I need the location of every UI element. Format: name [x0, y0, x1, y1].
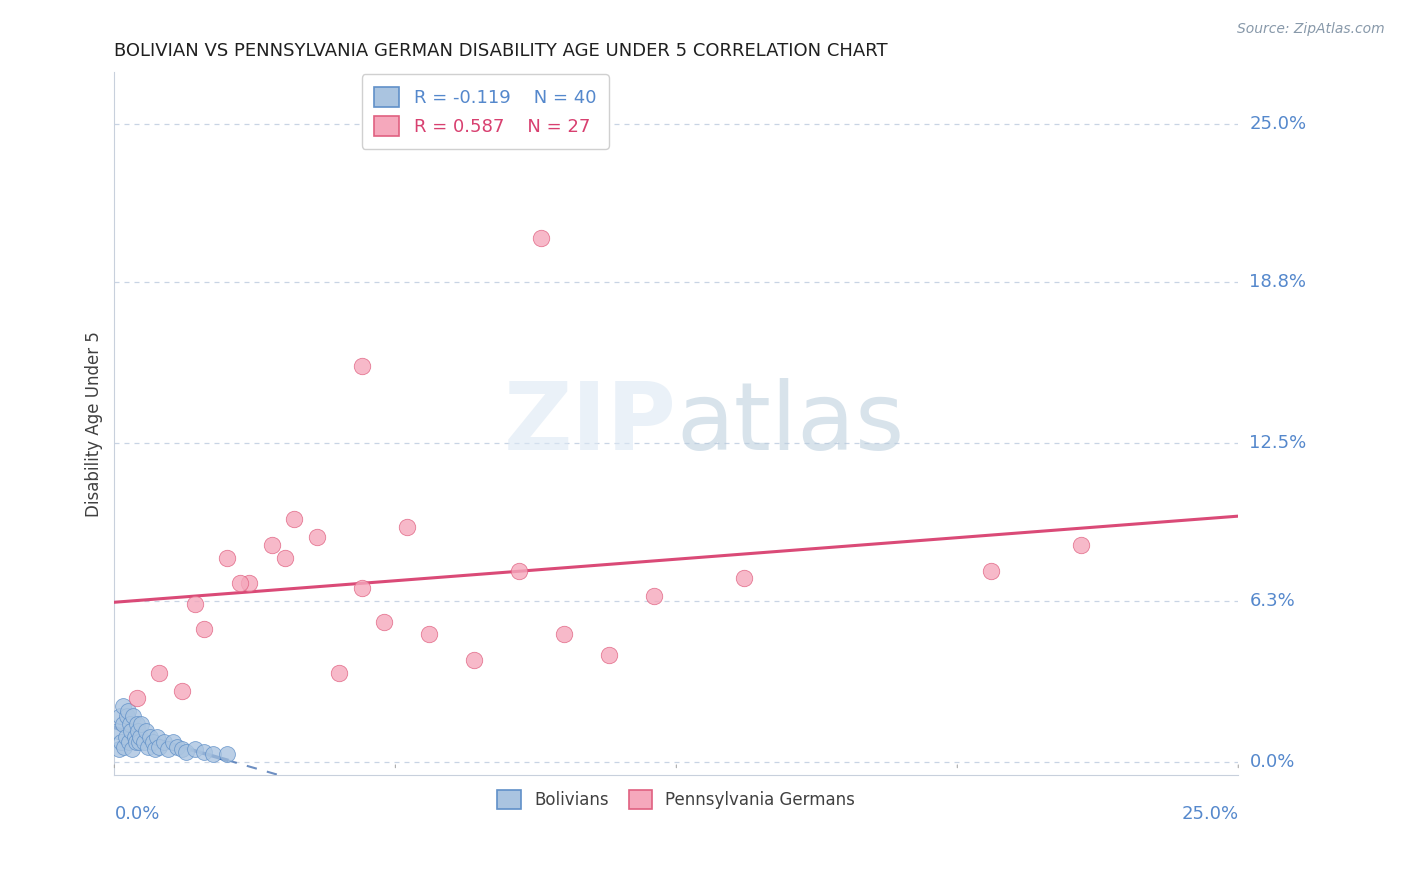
Point: [598, 648, 620, 662]
Point: [128, 735, 150, 749]
Point: [373, 615, 395, 629]
Point: [553, 627, 575, 641]
Text: 6.3%: 6.3%: [1250, 592, 1295, 610]
Point: [112, 716, 135, 731]
Point: [136, 739, 159, 754]
Point: [157, 742, 180, 756]
Point: [350, 359, 373, 374]
Point: [129, 730, 152, 744]
Point: [184, 742, 207, 756]
Text: Source: ZipAtlas.com: Source: ZipAtlas.com: [1237, 22, 1385, 37]
Point: [120, 716, 142, 731]
Point: [135, 724, 157, 739]
Point: [121, 742, 143, 756]
Point: [395, 520, 418, 534]
Point: [148, 665, 170, 680]
Point: [170, 683, 193, 698]
Point: [108, 709, 131, 723]
Point: [142, 735, 165, 749]
Point: [305, 530, 328, 544]
Point: [170, 742, 193, 756]
Text: BOLIVIAN VS PENNSYLVANIA GERMAN DISABILITY AGE UNDER 5 CORRELATION CHART: BOLIVIAN VS PENNSYLVANIA GERMAN DISABILI…: [114, 42, 889, 60]
Point: [1070, 538, 1092, 552]
Point: [131, 716, 153, 731]
Point: [463, 653, 485, 667]
Text: 18.8%: 18.8%: [1250, 273, 1306, 291]
Point: [132, 735, 155, 749]
Point: [122, 709, 145, 723]
Point: [125, 716, 148, 731]
Point: [114, 730, 136, 744]
Y-axis label: Disability Age Under 5: Disability Age Under 5: [86, 331, 103, 516]
Point: [202, 747, 225, 762]
Text: 12.5%: 12.5%: [1250, 434, 1306, 452]
Point: [328, 665, 350, 680]
Point: [733, 571, 755, 585]
Point: [148, 739, 170, 754]
Point: [193, 623, 215, 637]
Point: [146, 730, 169, 744]
Point: [215, 747, 238, 762]
Text: 0.0%: 0.0%: [1250, 753, 1295, 772]
Point: [418, 627, 440, 641]
Point: [184, 597, 207, 611]
Text: 25.0%: 25.0%: [1181, 805, 1239, 823]
Point: [115, 709, 138, 723]
Text: 25.0%: 25.0%: [1250, 114, 1306, 133]
Point: [112, 739, 135, 754]
Text: ZIP: ZIP: [503, 377, 676, 470]
Point: [117, 704, 139, 718]
Point: [166, 739, 188, 754]
Point: [238, 576, 260, 591]
Point: [508, 564, 530, 578]
Point: [176, 745, 198, 759]
Point: [139, 730, 162, 744]
Point: [229, 576, 252, 591]
Point: [643, 589, 665, 603]
Point: [153, 735, 176, 749]
Point: [108, 742, 131, 756]
Point: [215, 550, 238, 565]
Point: [980, 564, 1002, 578]
Point: [193, 745, 215, 759]
Point: [283, 512, 305, 526]
Point: [162, 735, 184, 749]
Point: [107, 724, 129, 739]
Text: atlas: atlas: [676, 377, 904, 470]
Point: [118, 735, 141, 749]
Point: [125, 735, 148, 749]
Point: [143, 742, 166, 756]
Text: 0.0%: 0.0%: [114, 805, 160, 823]
Point: [274, 550, 297, 565]
Point: [111, 698, 134, 713]
Point: [125, 691, 148, 706]
Point: [121, 724, 143, 739]
Point: [260, 538, 283, 552]
Point: [110, 735, 132, 749]
Point: [350, 582, 373, 596]
Legend: Bolivians, Pennsylvania Germans: Bolivians, Pennsylvania Germans: [491, 784, 862, 816]
Point: [530, 231, 553, 245]
Point: [124, 730, 146, 744]
Point: [127, 724, 149, 739]
